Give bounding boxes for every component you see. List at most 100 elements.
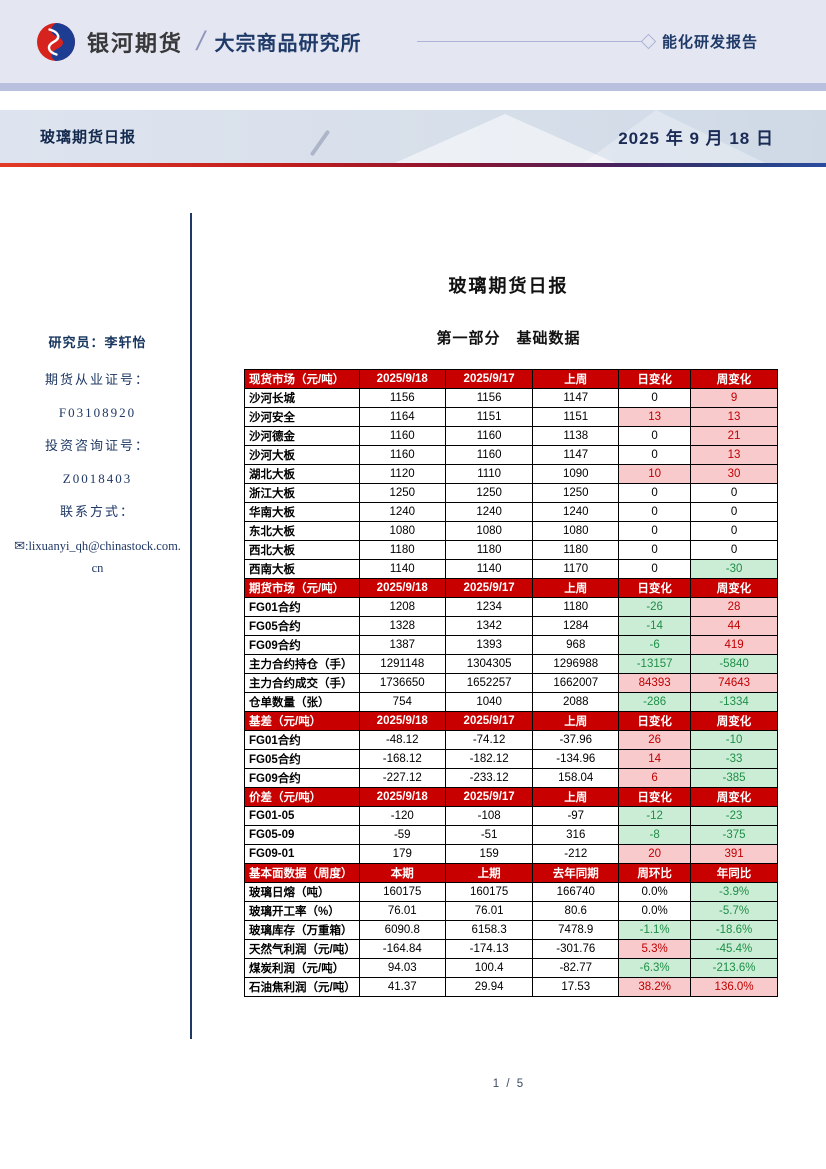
value-cell: -108 [444, 806, 534, 826]
table-row: FG01合约 -48.12 -74.12 -37.96 26 -10 [244, 730, 778, 750]
value-cell: -23 [690, 806, 778, 826]
table-row: 西北大板 1180 1180 1180 0 0 [244, 540, 778, 560]
value-cell: 1180 [444, 540, 534, 560]
value-cell: -82.77 [532, 958, 620, 978]
row-label-cell: FG01-05 [244, 806, 360, 826]
table-row: 沙河德金 1160 1160 1138 0 21 [244, 426, 778, 446]
section-header-row: 基本面数据（周度） 本期 上期 去年同期 周环比 年同比 [244, 863, 778, 883]
brand-divider: / [193, 26, 208, 56]
section-title-cell: 现货市场（元/吨） [244, 369, 360, 389]
value-cell: 1120 [358, 464, 446, 484]
value-cell: 1160 [358, 426, 446, 446]
section-header-row: 期货市场（元/吨） 2025/9/18 2025/9/17 上周 日变化 周变化 [244, 578, 778, 598]
row-label-cell: 石油焦利润（元/吨） [244, 977, 360, 997]
value-cell: 1387 [358, 635, 446, 655]
value-cell: -18.6% [690, 920, 778, 940]
contact-email: ✉:lixuanyi_qh@chinastock.com.cn [14, 535, 181, 579]
column-header-cell: 周变化 [690, 711, 778, 731]
value-cell: -212 [532, 844, 620, 864]
row-label-cell: 仓单数量（张） [244, 692, 360, 712]
table-row: 沙河长城 1156 1156 1147 0 9 [244, 388, 778, 408]
row-label-cell: 煤炭利润（元/吨） [244, 958, 360, 978]
table-row: 仓单数量（张） 754 1040 2088 -286 -1334 [244, 692, 778, 712]
value-cell: 1234 [444, 597, 534, 617]
column-header-cell: 上期 [444, 863, 534, 883]
value-cell: 159 [444, 844, 534, 864]
value-cell: 0 [618, 388, 692, 408]
brand-header: 银河期货 / 大宗商品研究所 能化研发报告 [0, 0, 826, 83]
table-row: FG01-05 -120 -108 -97 -12 -23 [244, 806, 778, 826]
value-cell: 1080 [444, 521, 534, 541]
value-cell: -227.12 [358, 768, 446, 788]
value-cell: 166740 [532, 882, 620, 902]
value-cell: 1090 [532, 464, 620, 484]
value-cell: 1662007 [532, 673, 620, 693]
column-header-cell: 去年同期 [532, 863, 620, 883]
table-row: FG09-01 179 159 -212 20 391 [244, 844, 778, 864]
value-cell: 1140 [444, 559, 534, 579]
column-header-cell: 周环比 [618, 863, 692, 883]
column-header-cell: 2025/9/18 [358, 369, 446, 389]
report-type-label: 能化研发报告 [661, 34, 758, 51]
advisory-license-label: 投资咨询证号： [44, 438, 150, 453]
value-cell: -164.84 [358, 939, 446, 959]
table-row: 浙江大板 1250 1250 1250 0 0 [244, 483, 778, 503]
table-row: 沙河安全 1164 1151 1151 13 13 [244, 407, 778, 427]
value-cell: 6 [618, 768, 692, 788]
institute-name: 大宗商品研究所 [214, 33, 362, 55]
value-cell: -385 [690, 768, 778, 788]
value-cell: 1296988 [532, 654, 620, 674]
galaxy-futures-logo-icon [36, 22, 76, 62]
value-cell: 1156 [358, 388, 446, 408]
value-cell: -233.12 [444, 768, 534, 788]
email-text: :lixuanyi_qh@chinastock.com.cn [24, 539, 181, 575]
row-label-cell: 东北大板 [244, 521, 360, 541]
column-header-cell: 2025/9/18 [358, 578, 446, 598]
value-cell: 13 [690, 407, 778, 427]
value-cell: 391 [690, 844, 778, 864]
value-cell: 84393 [618, 673, 692, 693]
row-label-cell: 沙河长城 [244, 388, 360, 408]
value-cell: 1080 [532, 521, 620, 541]
row-label-cell: FG05合约 [244, 616, 360, 636]
report-banner: 玻璃期货日报 2025 年 9 月 18 日 [0, 110, 826, 163]
data-table: 现货市场（元/吨） 2025/9/18 2025/9/17 上周 日变化 周变化 沙河长城 1… [244, 369, 778, 997]
value-cell: 0 [618, 559, 692, 579]
value-cell: 160175 [358, 882, 446, 902]
value-cell: 1240 [532, 502, 620, 522]
column-header-cell: 2025/9/17 [444, 578, 534, 598]
row-label-cell: 沙河大板 [244, 445, 360, 465]
value-cell: -30 [690, 559, 778, 579]
value-cell: -1.1% [618, 920, 692, 940]
row-label-cell: 主力合约持仓（手） [244, 654, 360, 674]
row-label-cell: 天然气利润（元/吨） [244, 939, 360, 959]
value-cell: -1334 [690, 692, 778, 712]
column-header-cell: 2025/9/17 [444, 369, 534, 389]
table-row: FG09合约 1387 1393 968 -6 419 [244, 635, 778, 655]
value-cell: 1170 [532, 559, 620, 579]
row-label-cell: 玻璃库存（万重箱） [244, 920, 360, 940]
table-row: 西南大板 1140 1140 1170 0 -30 [244, 559, 778, 579]
value-cell: 158.04 [532, 768, 620, 788]
value-cell: -45.4% [690, 939, 778, 959]
column-header-cell: 年同比 [690, 863, 778, 883]
value-cell: -6.3% [618, 958, 692, 978]
value-cell: 0 [690, 540, 778, 560]
value-cell: -301.76 [532, 939, 620, 959]
column-header-cell: 2025/9/18 [358, 711, 446, 731]
value-cell: -134.96 [532, 749, 620, 769]
value-cell: 0 [618, 540, 692, 560]
value-cell: 160175 [444, 882, 534, 902]
value-cell: 14 [618, 749, 692, 769]
value-cell: 76.01 [358, 901, 446, 921]
value-cell: 1160 [444, 445, 534, 465]
column-header-cell: 日变化 [618, 578, 692, 598]
table-row: 主力合约成交（手） 1736650 1652257 1662007 84393 74643 [244, 673, 778, 693]
futures-license-label: 期货从业证号： [44, 372, 150, 387]
table-row: FG05-09 -59 -51 316 -8 -375 [244, 825, 778, 845]
column-header-cell: 上周 [532, 711, 620, 731]
column-header-cell: 周变化 [690, 578, 778, 598]
value-cell: 1147 [532, 445, 620, 465]
column-header-cell: 日变化 [618, 711, 692, 731]
